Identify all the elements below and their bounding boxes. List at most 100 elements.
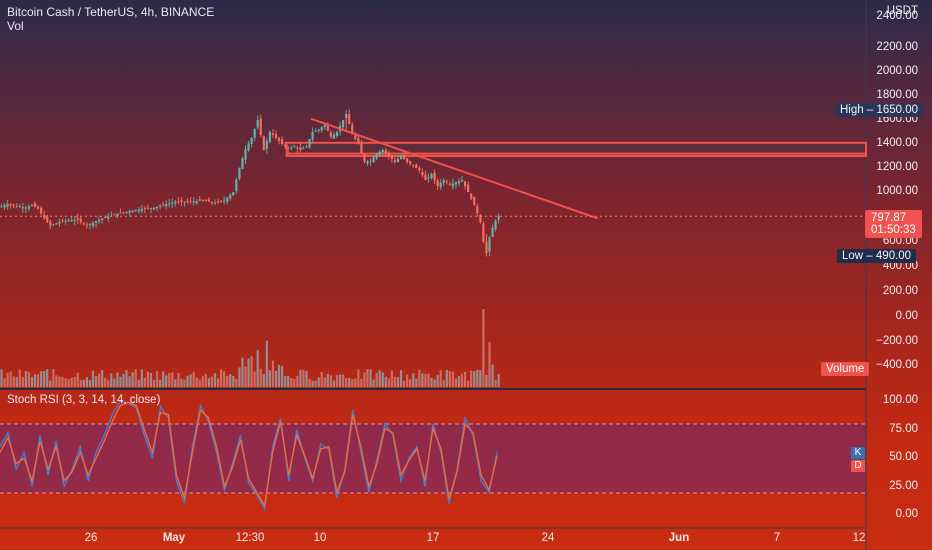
candle-body [354, 133, 357, 140]
candle-body [424, 174, 427, 180]
candle-body [293, 146, 296, 148]
resistance-zone [285, 152, 867, 158]
candle-body [88, 224, 92, 226]
volume-bar [265, 340, 268, 387]
volume-bar [259, 368, 262, 387]
volume-bar [485, 374, 488, 387]
volume-bar [223, 371, 226, 387]
candle-body [320, 127, 323, 131]
candle-body [360, 143, 363, 153]
candle-body [98, 219, 101, 222]
candle-body [143, 207, 146, 209]
candle-body [467, 184, 470, 192]
candle-body [101, 218, 104, 220]
candle-body [24, 207, 27, 209]
candle-body [418, 168, 421, 171]
volume-bar [457, 375, 461, 387]
time-tick: 24 [541, 532, 555, 544]
volume-bar [451, 371, 454, 387]
pane-separator [0, 388, 866, 390]
candle-body [366, 161, 369, 164]
d-legend-badge: D [851, 460, 865, 472]
candle-body [122, 212, 125, 214]
candle-body [149, 207, 153, 209]
volume-bar [55, 375, 58, 387]
volume-bar [281, 365, 284, 387]
candle-body [314, 130, 317, 132]
candle-body [79, 218, 82, 222]
price-tick: 2000.00 [876, 65, 918, 77]
candle-body [67, 220, 70, 222]
candle-body [152, 207, 156, 210]
volume-bar [128, 376, 131, 387]
volume-bar [110, 373, 113, 387]
candle-body [369, 160, 372, 162]
candle-body [476, 206, 479, 214]
volume-bar [372, 379, 375, 387]
candle-body [363, 153, 366, 162]
candle-body [409, 161, 412, 164]
candle-body [296, 147, 299, 149]
candle-body [107, 216, 110, 219]
volume-bar [271, 360, 275, 387]
candle-body [195, 201, 198, 203]
candle-body [43, 215, 46, 219]
volume-bar [381, 372, 384, 387]
candle-body [454, 182, 458, 185]
high-price-label: High – 1650.00 [835, 103, 924, 117]
candle-body [262, 136, 265, 150]
candle-body [351, 124, 354, 135]
candle-body [482, 223, 485, 243]
candle-body [128, 211, 131, 213]
volume-bar [40, 371, 43, 387]
volume-bar [247, 358, 250, 387]
volume-bar [180, 378, 183, 387]
volume-bar [268, 370, 271, 387]
candle-body [332, 134, 336, 139]
candle-body [497, 216, 500, 220]
volume-bar [6, 372, 9, 387]
volume-bar [3, 378, 6, 387]
candle-body [91, 222, 95, 226]
volume-bar [335, 375, 339, 387]
volume-bar [226, 375, 229, 387]
volume-bar [329, 375, 332, 387]
price-tick: 1400.00 [876, 137, 918, 149]
volume-bar [262, 373, 265, 387]
volume-bar [393, 376, 397, 387]
candle-body [207, 199, 210, 202]
volume-tick: −400.00 [876, 359, 918, 371]
candle-body [55, 223, 58, 225]
volume-bar [174, 379, 177, 387]
candle-body [317, 129, 320, 131]
candle-body [213, 202, 217, 204]
candle-body [40, 207, 43, 214]
volume-bar [323, 377, 326, 387]
volume-bar [409, 379, 412, 387]
candle-body [470, 193, 473, 199]
candle-body [375, 153, 378, 159]
volume-bar [70, 377, 73, 387]
volume-bar [396, 377, 400, 387]
candle-body [12, 204, 15, 206]
volume-bar [88, 380, 92, 387]
volume-bar [189, 374, 192, 387]
candle-body [46, 217, 49, 222]
volume-bar [293, 378, 296, 387]
volume-bar [354, 378, 357, 387]
candle-body [58, 222, 61, 224]
candle-body [457, 181, 461, 184]
candle-body [104, 216, 107, 218]
volume-bar [119, 376, 122, 387]
volume-bar [204, 373, 207, 387]
candle-body [287, 147, 290, 149]
candle-body [49, 221, 52, 226]
volume-bar [137, 379, 140, 387]
volume-bar [131, 372, 134, 387]
volume-bar [305, 371, 308, 387]
candle-body [326, 124, 329, 131]
volume-bar [390, 370, 393, 387]
candle-body [244, 148, 247, 160]
candle-body [238, 168, 241, 179]
